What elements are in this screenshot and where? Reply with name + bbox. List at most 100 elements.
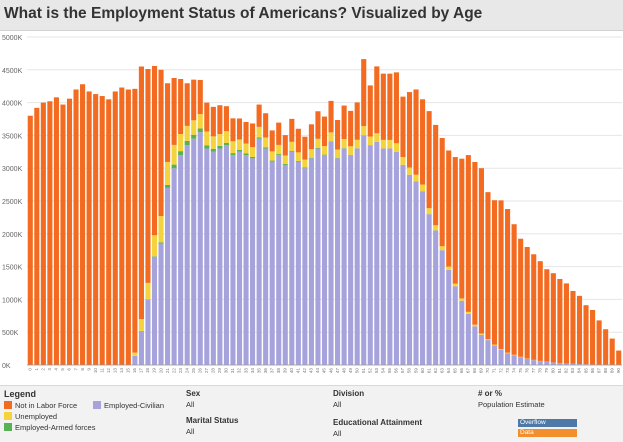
legend-item-not-in-labor-force[interactable]: Not in Labor Force: [4, 401, 77, 410]
measure-value[interactable]: Population Estimate: [478, 400, 545, 409]
x-tick-label: 85: [583, 368, 588, 374]
bar-unemployed: [263, 137, 268, 147]
filter-marital-status-value[interactable]: All: [186, 427, 194, 436]
bar-employed-civilian: [198, 132, 203, 365]
filter-sex-label: Sex: [186, 389, 200, 398]
bar-unemployed: [204, 131, 209, 145]
bar-not-in-labor-force: [355, 102, 360, 139]
bar-employed-civilian: [237, 152, 242, 365]
bar-employed-armed-forces: [276, 154, 281, 155]
bar-employed-civilian: [531, 360, 536, 365]
bar-employed-civilian: [413, 181, 418, 365]
bar-unemployed: [185, 126, 190, 141]
bar-not-in-labor-force: [570, 291, 575, 364]
bar-not-in-labor-force: [492, 200, 497, 344]
bar-employed-armed-forces: [211, 149, 216, 152]
bar-employed-civilian: [211, 152, 216, 365]
bar-employed-armed-forces: [302, 168, 307, 169]
bar-unemployed: [289, 142, 294, 151]
x-tick-label: 74: [511, 368, 516, 374]
bar-not-in-labor-force: [309, 124, 314, 149]
x-tick-label: 3: [47, 368, 52, 371]
bar-unemployed: [407, 168, 412, 175]
bar-employed-civilian: [158, 244, 163, 365]
x-tick-label: 54: [381, 368, 386, 374]
filter-education-value[interactable]: All: [333, 429, 341, 438]
x-tick-label: 41: [296, 368, 301, 374]
bar-not-in-labor-force: [374, 66, 379, 133]
x-tick-label: 84: [577, 368, 582, 374]
bar-not-in-labor-force: [243, 122, 248, 144]
bar-employed-civilian: [518, 357, 523, 365]
bar-employed-civilian: [479, 335, 484, 365]
bar-not-in-labor-force: [342, 106, 347, 139]
bar-employed-civilian: [309, 158, 314, 365]
bar-employed-armed-forces: [283, 164, 288, 165]
bar-unemployed: [472, 325, 477, 327]
x-tick-label: 59: [413, 368, 418, 374]
x-tick-label: 83: [570, 368, 575, 374]
bar-unemployed: [145, 283, 150, 299]
bar-employed-civilian: [544, 362, 549, 365]
x-tick-label: 27: [204, 368, 209, 374]
bar-not-in-labor-force: [381, 74, 386, 140]
x-tick-label: 45: [322, 368, 327, 374]
bar-unemployed: [250, 147, 255, 157]
filter-division-value[interactable]: All: [333, 400, 341, 409]
legend-item-employed-armed-forces[interactable]: Employed-Armed forces: [4, 423, 95, 432]
x-tick-label: 90: [616, 368, 621, 374]
bar-not-in-labor-force: [250, 123, 255, 147]
bar-not-in-labor-force: [257, 105, 262, 127]
filter-sex-value[interactable]: All: [186, 400, 194, 409]
bar-employed-civilian: [433, 231, 438, 365]
bar-unemployed: [283, 155, 288, 164]
x-tick-label: 56: [394, 368, 399, 374]
bar-not-in-labor-force: [459, 159, 464, 299]
bar-unemployed: [296, 152, 301, 161]
bar-not-in-labor-force: [185, 83, 190, 126]
bar-employed-armed-forces: [309, 158, 314, 159]
data-tag: Data: [518, 429, 577, 437]
x-tick-label: 65: [452, 368, 457, 374]
bar-employed-civilian: [315, 149, 320, 365]
filter-marital-status-label: Marital Status: [186, 416, 238, 425]
x-tick-label: 39: [282, 368, 287, 374]
bar-not-in-labor-force: [603, 329, 608, 364]
bar-not-in-labor-force: [394, 72, 399, 143]
bar-employed-civilian: [538, 361, 543, 365]
x-tick-label: 28: [211, 368, 216, 374]
legend-label: Unemployed: [15, 412, 57, 421]
bar-not-in-labor-force: [577, 296, 582, 364]
x-tick-label: 78: [537, 368, 542, 374]
legend-item-employed-civilian[interactable]: Employed-Civilian: [93, 401, 164, 410]
bar-unemployed: [217, 134, 222, 146]
bar-employed-armed-forces: [217, 146, 222, 149]
legend-item-unemployed[interactable]: Unemployed: [4, 412, 57, 421]
x-tick-label: 76: [524, 368, 529, 374]
bar-unemployed: [211, 136, 216, 148]
x-tick-label: 79: [544, 368, 549, 374]
x-tick-label: 17: [139, 368, 144, 374]
bar-not-in-labor-force: [126, 89, 131, 365]
bar-employed-civilian: [178, 155, 183, 365]
bar-not-in-labor-force: [230, 118, 235, 141]
bar-employed-civilian: [224, 145, 229, 365]
bar-not-in-labor-force: [289, 119, 294, 142]
x-tick-label: 86: [590, 368, 595, 374]
x-tick-label: 67: [466, 368, 471, 374]
bar-not-in-labor-force: [87, 91, 92, 365]
bar-employed-armed-forces: [296, 161, 301, 162]
overflow-tag: Overflow: [518, 419, 577, 427]
bar-employed-armed-forces: [172, 165, 177, 169]
bar-not-in-labor-force: [224, 106, 229, 131]
bar-employed-civilian: [230, 155, 235, 365]
legend-title: Legend: [4, 389, 36, 399]
x-tick-label: 62: [433, 368, 438, 374]
bar-employed-civilian: [191, 139, 196, 365]
bar-unemployed: [276, 145, 281, 154]
x-tick-label: 68: [472, 368, 477, 374]
x-tick-label: 60: [420, 368, 425, 374]
bar-not-in-labor-force: [283, 135, 288, 155]
x-tick-label: 35: [256, 368, 261, 374]
bar-employed-armed-forces: [230, 153, 235, 155]
